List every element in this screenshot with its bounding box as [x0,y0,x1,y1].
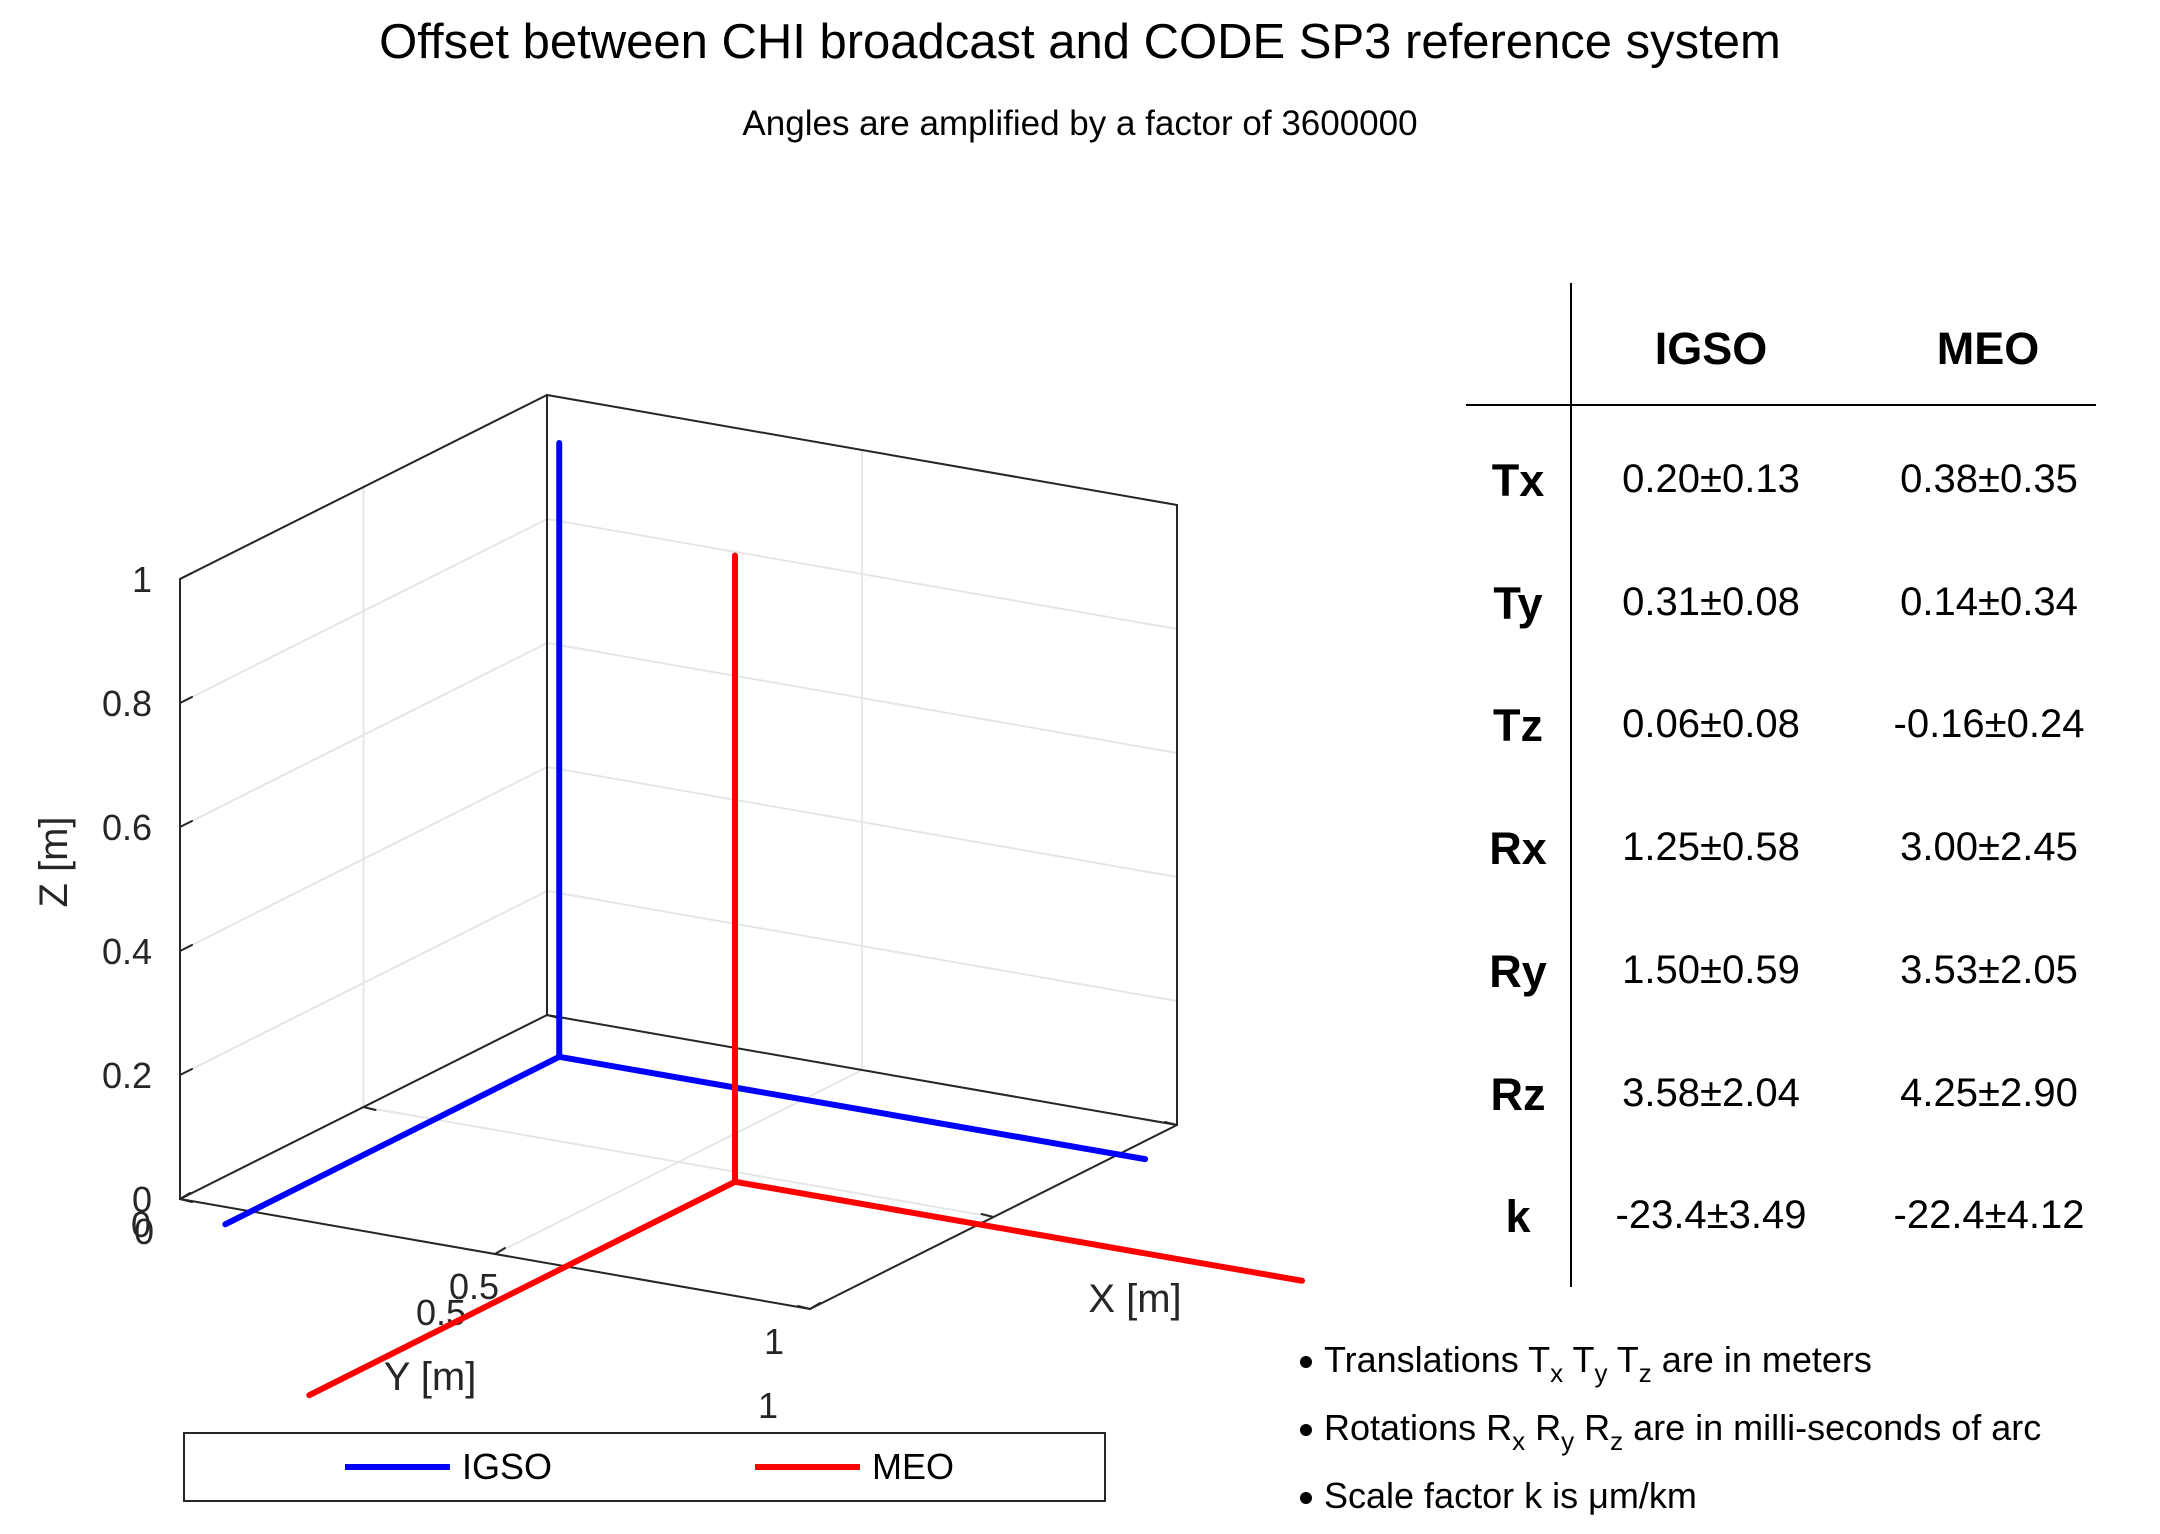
y-tick-mark [980,1213,995,1218]
row-label-ry: Ry [1489,946,1547,997]
cell-ry-meo: 3.53±2.05 [1900,948,2078,992]
series-igso-axis-line [222,1053,563,1228]
note-translations: Translations Tx Ty Tz are in meters [1300,1330,2041,1398]
legend: IGSO MEO [183,1432,1106,1502]
axes-box [179,394,1178,1310]
legend-item-igso[interactable]: IGSO [345,1434,552,1500]
z-tick-label: 0.6 [102,807,152,848]
z-tick-mark [179,572,193,580]
cell-tx-igso: 0.20±0.13 [1622,457,1800,501]
row-label-k: k [1505,1191,1531,1242]
series [222,440,1306,1399]
series-meo-axis-line [732,1178,1306,1284]
y-tick-mark [797,1305,811,1310]
row-label-tx: Tx [1491,455,1545,506]
legend-item-meo[interactable]: MEO [755,1434,954,1500]
bullet-icon [1300,1492,1312,1505]
cell-ty-igso: 0.31±0.08 [1622,580,1800,624]
cell-rx-igso: 1.25±0.58 [1622,825,1800,869]
cell-tx-meo: 0.38±0.35 [1900,457,2078,501]
x-axis-label: X [m] [1088,1277,1181,1321]
z-tick-label: 0 [132,1179,152,1220]
cell-rx-meo: 3.00±2.45 [1900,825,2078,869]
y-tick-mark [362,1106,377,1111]
table-header-meo: MEO [1936,323,2040,374]
legend-swatch-igso [345,1464,450,1470]
table-header-igso: IGSO [1654,323,1768,374]
notes: Translations Tx Ty Tz are in meters Rota… [1300,1330,2041,1534]
x-tick-mark [179,1192,191,1200]
bullet-icon [1300,1356,1312,1369]
box-edge [179,394,548,580]
cell-ry-igso: 1.50±0.59 [1622,948,1800,992]
z-tick-label: 0.4 [102,931,152,972]
z-tick-mark [179,820,193,828]
y-tick-mark [179,1198,193,1203]
box-edge [546,1014,1178,1126]
legend-label-igso: IGSO [462,1446,553,1487]
z-axis-label: Z [m] [32,816,76,907]
cell-k-meo: -22.4±4.12 [1893,1193,2085,1237]
x-tick-label: 0 [134,1211,154,1252]
row-label-tz: Tz [1493,700,1543,751]
parameter-table: IGSO MEO Tx 0.20±0.13 0.38±0.35 Ty 0.31±… [1466,283,2096,1287]
chart-subtitle: Angles are amplified by a factor of 3600… [742,104,1418,143]
z-tick-label: 0.2 [102,1055,152,1096]
y-tick-label: 0 [131,1204,151,1245]
z-tick-mark [179,944,193,952]
z-tick-label: 1 [132,559,152,600]
note-scale: Scale factor k is μm/km [1300,1466,2041,1534]
cell-rz-meo: 4.25±2.90 [1900,1071,2078,1115]
table-divider-horizontal [1466,404,2096,406]
y-tick-mark [1164,1121,1178,1126]
x-tick-mark [494,1247,506,1255]
cell-k-igso: -23.4±3.49 [1615,1193,1807,1237]
cell-tz-meo: -0.16±0.24 [1893,702,2085,746]
z-tick-mark [179,696,193,704]
cell-ty-meo: 0.14±0.34 [1900,580,2078,624]
legend-swatch-meo [755,1464,860,1470]
bullet-icon [1300,1424,1312,1437]
grid-line-y-floor [362,1106,995,1218]
cell-tz-igso: 0.06±0.08 [1622,702,1800,746]
note-rotations: Rotations Rx Ry Rz are in milli-seconds … [1300,1398,2041,1466]
x-tick-label: 0.5 [449,1266,499,1307]
row-label-rx: Rx [1489,823,1547,874]
box-edge [546,394,1178,506]
cell-rz-igso: 3.58±2.04 [1622,1071,1800,1115]
y-axis-label: Y [m] [384,1355,477,1399]
row-label-rz: Rz [1490,1069,1546,1120]
x-tick-mark [809,1302,821,1310]
x-tick-label: 1 [764,1321,784,1362]
z-tick-mark [179,1068,193,1076]
series-igso-axis-line [556,1053,1149,1163]
z-tick-label: 0.8 [102,683,152,724]
chart-title: Offset between CHI broadcast and CODE SP… [379,15,1781,69]
legend-label-meo: MEO [872,1446,955,1487]
series-meo-axis-line [306,1178,739,1399]
table-divider-vertical [1570,283,1572,1287]
y-tick-label: 1 [758,1385,778,1426]
row-label-ty: Ty [1493,578,1543,629]
